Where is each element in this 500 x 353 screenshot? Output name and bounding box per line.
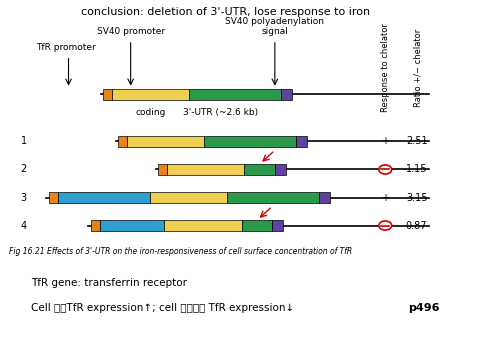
FancyBboxPatch shape — [275, 164, 286, 175]
FancyBboxPatch shape — [58, 192, 150, 203]
Text: conclusion: deletion of 3'-UTR, lose response to iron: conclusion: deletion of 3'-UTR, lose res… — [80, 7, 370, 17]
FancyBboxPatch shape — [127, 136, 204, 147]
FancyBboxPatch shape — [282, 89, 292, 100]
FancyBboxPatch shape — [118, 136, 127, 147]
FancyBboxPatch shape — [226, 192, 318, 203]
FancyBboxPatch shape — [272, 220, 283, 231]
Text: Response to chelator: Response to chelator — [380, 24, 390, 112]
Text: 2.51: 2.51 — [406, 137, 427, 146]
Text: 3.15: 3.15 — [406, 192, 427, 203]
FancyBboxPatch shape — [48, 192, 58, 203]
Text: TfR gene: transferrin receptor: TfR gene: transferrin receptor — [31, 278, 187, 288]
Text: 3'-UTR (~2.6 kb): 3'-UTR (~2.6 kb) — [182, 108, 258, 116]
Text: 4: 4 — [20, 221, 27, 231]
Circle shape — [379, 221, 392, 230]
Text: SV40 polyadenylation
signal: SV40 polyadenylation signal — [226, 17, 324, 36]
FancyBboxPatch shape — [112, 89, 190, 100]
FancyBboxPatch shape — [104, 89, 112, 100]
FancyBboxPatch shape — [150, 192, 226, 203]
Text: +: + — [381, 192, 389, 203]
FancyBboxPatch shape — [100, 220, 164, 231]
Text: Cell 缺鐵TfR expression↑; cell 不缺鐵： TfR expression↓: Cell 缺鐵TfR expression↑; cell 不缺鐵： TfR ex… — [31, 303, 294, 312]
Text: 3: 3 — [20, 192, 27, 203]
Text: Ratio +/− chelator: Ratio +/− chelator — [414, 29, 422, 107]
Text: 2: 2 — [20, 164, 27, 174]
Text: 0.87: 0.87 — [406, 221, 427, 231]
FancyBboxPatch shape — [164, 220, 242, 231]
FancyBboxPatch shape — [167, 164, 244, 175]
FancyBboxPatch shape — [158, 164, 167, 175]
Text: 1: 1 — [20, 137, 27, 146]
FancyBboxPatch shape — [242, 220, 272, 231]
Text: TfR promoter: TfR promoter — [36, 43, 96, 52]
Text: Fig 16.21 Effects of 3'-UTR on the iron-responsiveness of cell surface concentra: Fig 16.21 Effects of 3'-UTR on the iron-… — [9, 246, 352, 256]
Circle shape — [379, 165, 392, 174]
FancyBboxPatch shape — [244, 164, 275, 175]
FancyBboxPatch shape — [318, 192, 330, 203]
FancyBboxPatch shape — [91, 220, 100, 231]
FancyBboxPatch shape — [204, 136, 296, 147]
Text: SV40 promoter: SV40 promoter — [96, 28, 164, 36]
Text: coding: coding — [136, 108, 166, 116]
FancyBboxPatch shape — [190, 89, 282, 100]
Text: 1.15: 1.15 — [406, 164, 427, 174]
FancyBboxPatch shape — [296, 136, 307, 147]
Text: p496: p496 — [408, 303, 440, 312]
Text: +: + — [381, 137, 389, 146]
